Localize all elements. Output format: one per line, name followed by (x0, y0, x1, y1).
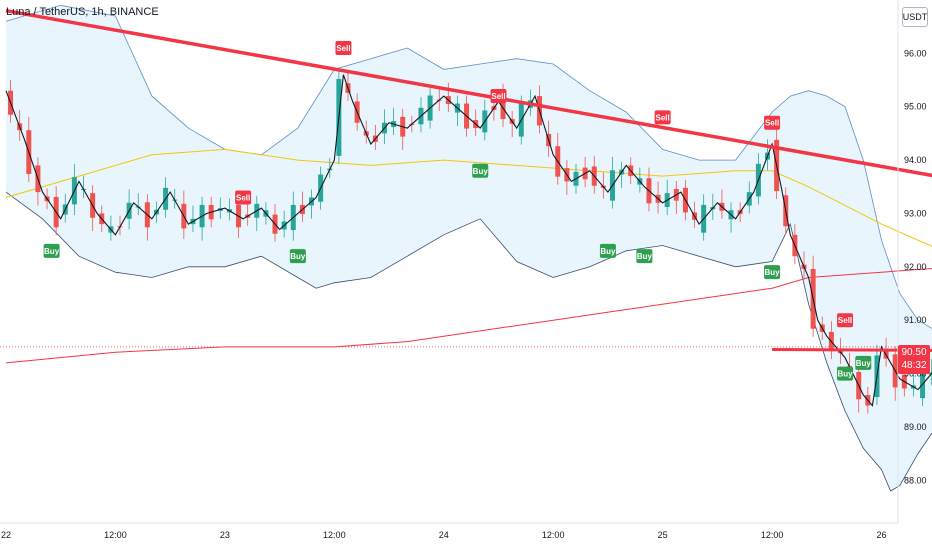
price-tick-label: 96.00 (904, 48, 927, 58)
resistance-trendline (5, 8, 932, 178)
buy-signal-label: Buy (856, 359, 872, 368)
buy-signal-label: Buy (600, 247, 616, 256)
price-tick-label: 94.00 (904, 155, 927, 165)
price-step-line (5, 74, 932, 407)
buy-signal-badge (599, 243, 616, 258)
sell-signal-badge (837, 313, 854, 328)
time-tick-label: 12:00 (761, 530, 784, 540)
ma-red-long-line (5, 267, 932, 364)
bollinger-lower-line (5, 191, 932, 492)
buy-signal-label: Buy (473, 167, 489, 176)
bollinger-fill (6, 5, 932, 491)
current-price-tag: 90.50 48:32 (898, 345, 930, 374)
time-tick-label: 22 (1, 530, 11, 540)
ma-yellow-line (5, 148, 932, 247)
price-tick-label: 95.00 (904, 102, 927, 112)
signal-markers: SellSellSellSellSellSellSellBuyBuyBuyBuy… (43, 41, 872, 381)
sell-signal-label: Sell (336, 44, 350, 53)
sell-signal-label: Sell (838, 316, 852, 325)
indicator-lines (5, 148, 932, 364)
buy-signal-label: Buy (837, 370, 853, 379)
sell-signal-label: Sell (491, 92, 505, 101)
price-series (5, 68, 932, 414)
buy-signal-badge (43, 243, 60, 258)
sell-signal-label: Sell (236, 193, 250, 202)
time-tick-label: 26 (877, 530, 887, 540)
sell-signal-label: Sell (765, 119, 779, 128)
buy-signal-label: Buy (765, 268, 781, 277)
time-tick-label: 23 (220, 530, 230, 540)
buy-signal-badge (472, 163, 489, 178)
price-tick-label: 88.00 (904, 475, 927, 485)
buy-signal-badge (289, 249, 306, 264)
currency-button[interactable]: USDT (902, 7, 928, 27)
price-tick-label: 89.00 (904, 422, 927, 432)
sell-signal-badge (764, 115, 781, 130)
chart-title: Luna / TetherUS, 1h, BINANCE (6, 6, 159, 18)
buy-signal-label: Buy (44, 247, 60, 256)
bollinger-upper-line (5, 4, 932, 329)
price-tick-label: 91.00 (904, 315, 927, 325)
drawing-tools[interactable] (0, 8, 932, 449)
sell-signal-badge (490, 89, 507, 104)
buy-signal-label: Buy (290, 252, 306, 261)
buy-signal-badge (837, 366, 854, 381)
support-line (772, 348, 932, 352)
buy-signal-badge (764, 265, 781, 280)
time-tick-label: 12:00 (323, 530, 346, 540)
time-tick-label: 12:00 (104, 530, 127, 540)
bollinger-band (5, 4, 932, 492)
sell-signal-badge (335, 41, 352, 56)
current-price-value: 90.50 (901, 347, 927, 358)
buy-signal-badge (855, 355, 872, 370)
candle-body (929, 372, 932, 375)
price-tick-label: 92.00 (904, 262, 927, 272)
time-tick-label: 25 (658, 530, 668, 540)
sell-signal-badge (235, 190, 252, 205)
time-tick-label: 12:00 (542, 530, 565, 540)
bar-countdown: 48:32 (901, 360, 927, 371)
time-axis[interactable]: 22 12:00 23 12:00 24 12:00 25 12:00 26 (1, 530, 887, 540)
time-tick-label: 24 (439, 530, 449, 540)
buy-signal-badge (636, 249, 653, 264)
sell-signal-badge (654, 110, 671, 125)
price-tick-label: 93.00 (904, 208, 927, 218)
sell-signal-label: Sell (656, 113, 670, 122)
buy-signal-label: Buy (637, 252, 653, 261)
